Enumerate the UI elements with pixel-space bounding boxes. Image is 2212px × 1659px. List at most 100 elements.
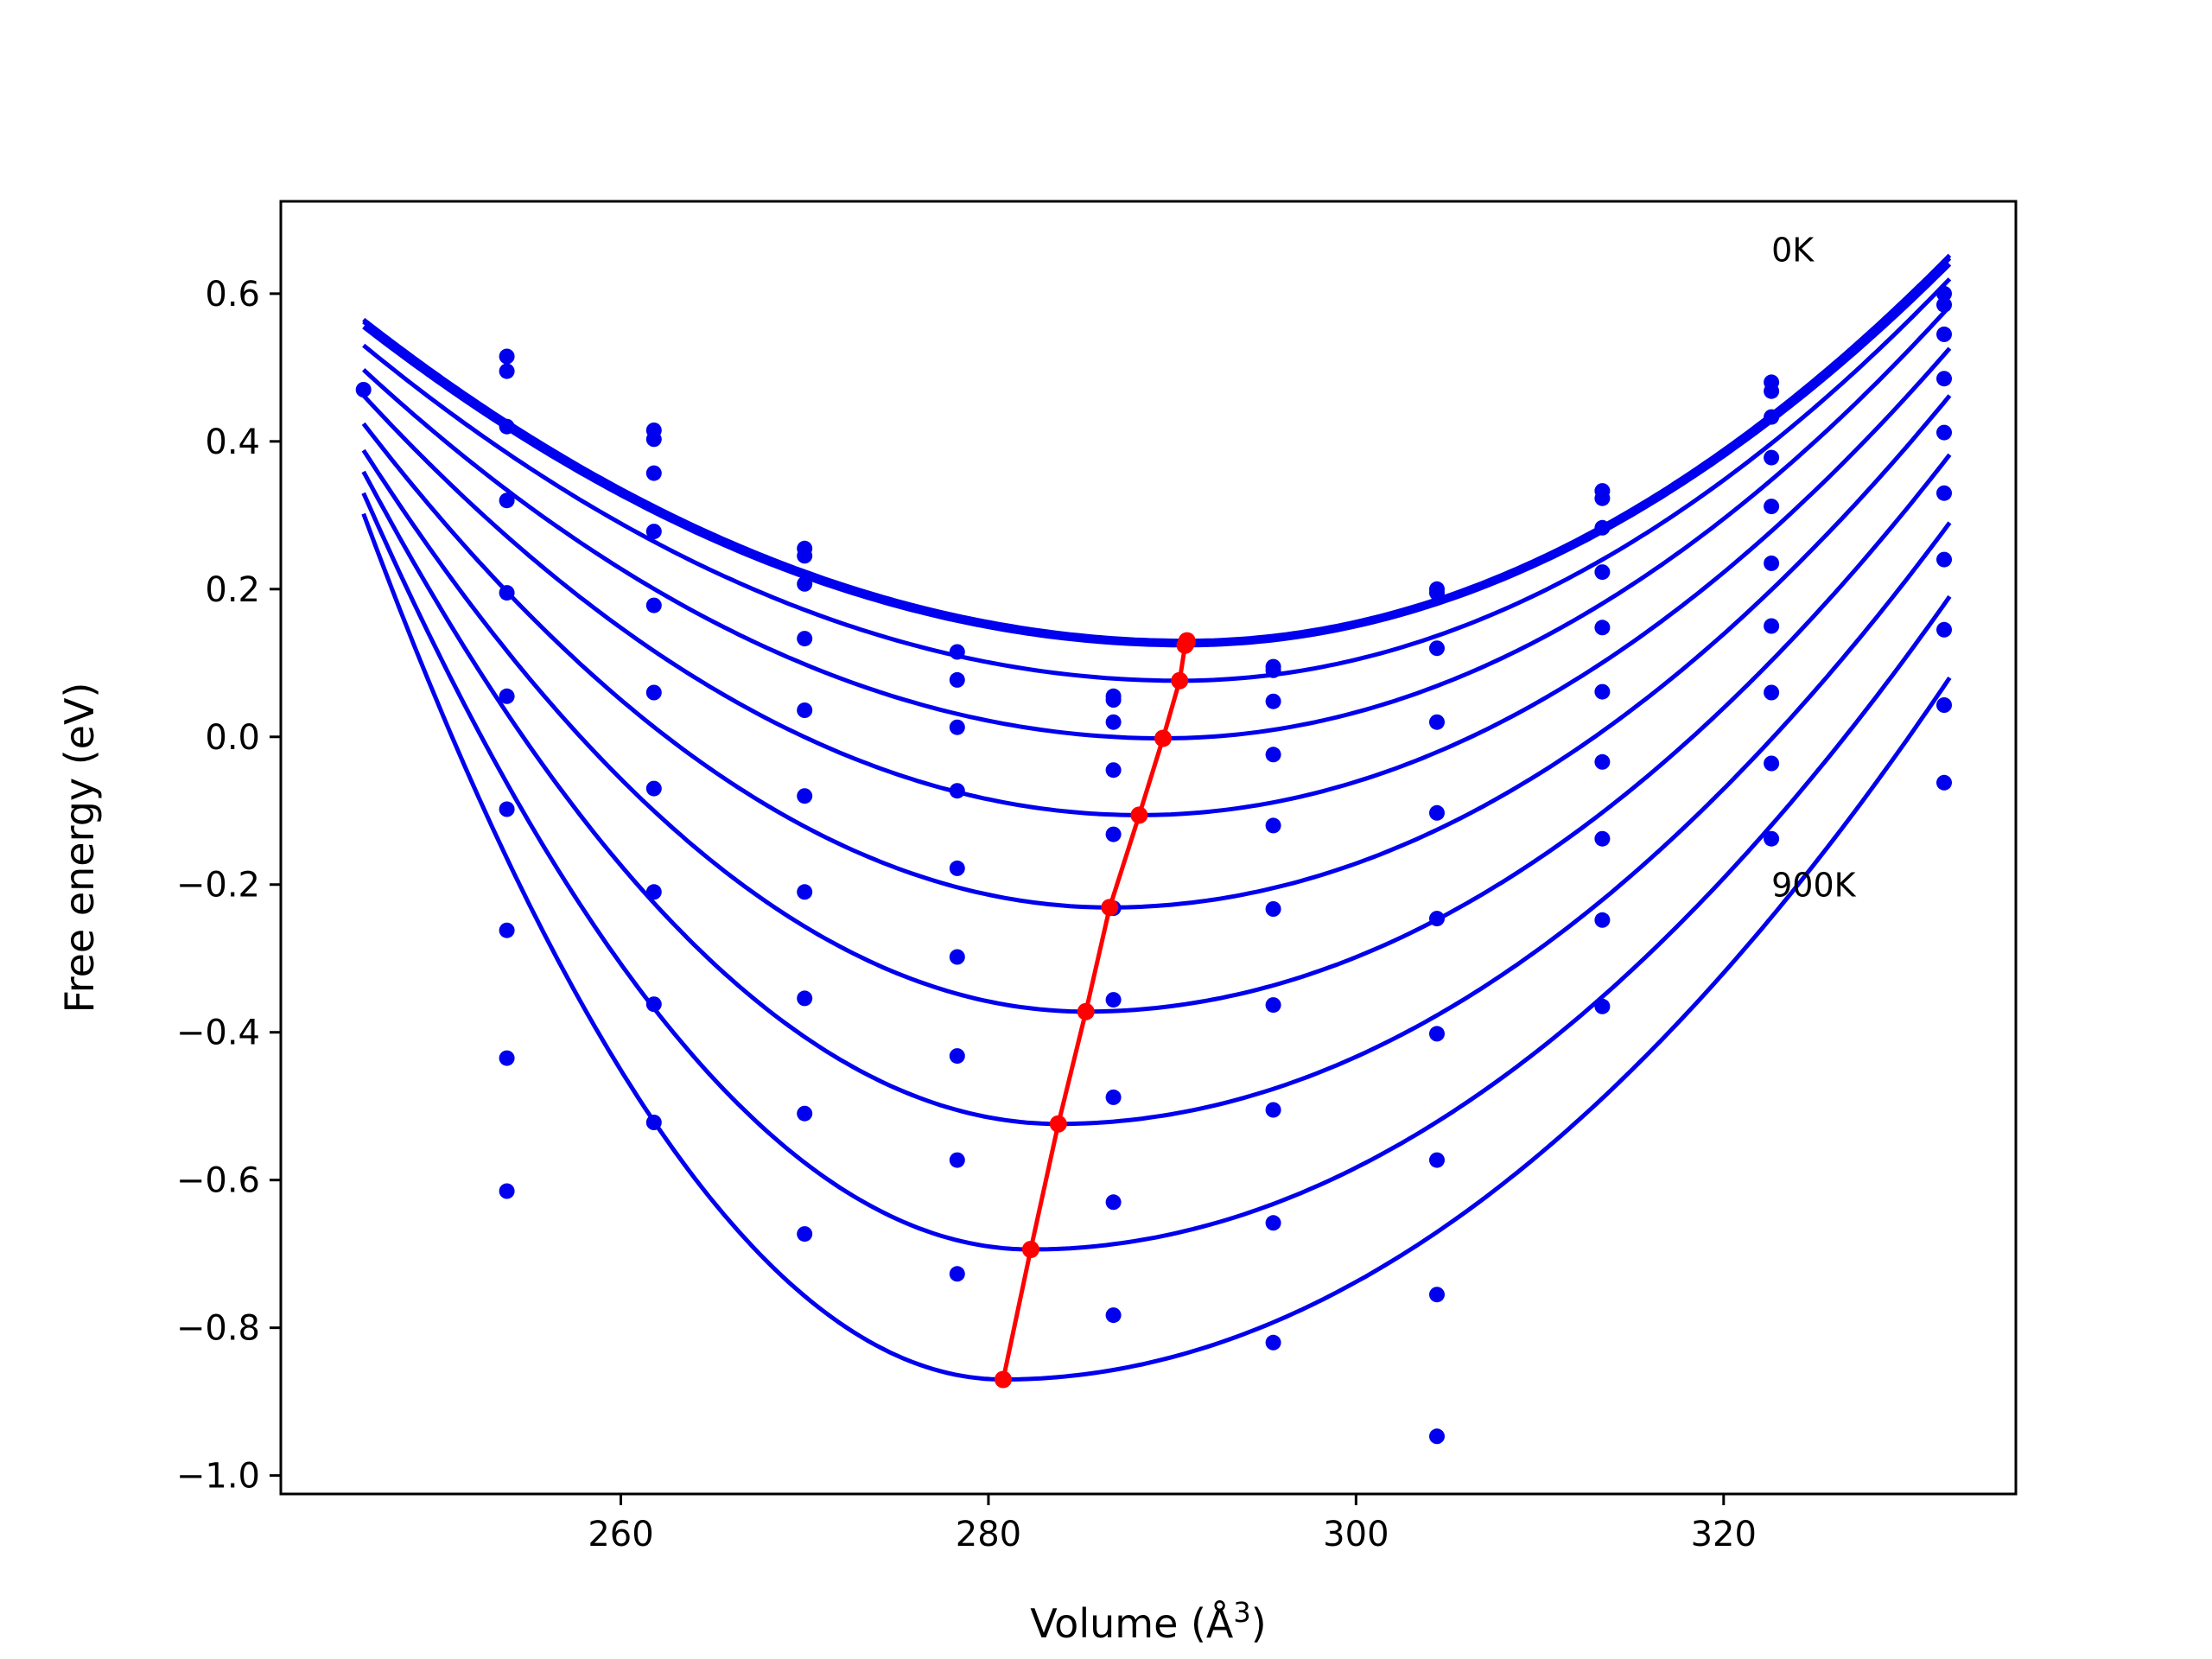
y-tick-label: 0.4 <box>205 423 260 462</box>
annotation-900k: 900K <box>1771 867 1857 905</box>
data-point-63 <box>1429 714 1445 730</box>
data-point-19 <box>645 996 662 1013</box>
data-point-9 <box>499 1050 515 1066</box>
data-point-27 <box>797 884 813 900</box>
minimum-point-3 <box>1171 671 1189 690</box>
data-point-84 <box>1764 499 1780 515</box>
data-point-20 <box>645 1115 662 1130</box>
data-point-44 <box>1105 826 1122 842</box>
data-point-23 <box>797 575 813 592</box>
data-point-92 <box>1936 326 1952 342</box>
data-point-12 <box>645 431 662 448</box>
data-point-82 <box>1764 409 1780 425</box>
points-layer <box>355 285 1952 1445</box>
free-energy-curve-2 <box>362 262 1952 648</box>
data-point-7 <box>499 801 515 817</box>
minimum-point-9 <box>1021 1241 1039 1258</box>
data-point-2 <box>499 363 515 379</box>
data-point-37 <box>949 1048 965 1065</box>
data-point-96 <box>1936 551 1952 568</box>
data-point-35 <box>949 860 965 876</box>
data-point-98 <box>1936 697 1952 713</box>
data-point-39 <box>949 1266 965 1282</box>
free-energy-curve-6 <box>361 394 1952 910</box>
plot-frame <box>279 200 2018 1496</box>
data-point-77 <box>1594 830 1611 847</box>
data-point-58 <box>1265 1215 1281 1231</box>
data-point-46 <box>1105 992 1122 1008</box>
data-point-47 <box>1105 1089 1122 1105</box>
data-point-5 <box>499 585 515 601</box>
y-tick-label: 0.0 <box>205 718 260 758</box>
data-point-26 <box>797 788 813 804</box>
data-point-86 <box>1764 618 1780 634</box>
data-point-51 <box>1265 662 1281 678</box>
data-point-48 <box>1105 1194 1122 1211</box>
data-point-31 <box>949 644 965 660</box>
data-point-33 <box>949 719 965 735</box>
x-axis-ticks: 260 280 300 320 <box>588 1494 1757 1554</box>
minimum-point-7 <box>1077 1002 1095 1020</box>
data-point-16 <box>645 684 662 701</box>
data-point-0 <box>355 382 372 397</box>
free-energy-curve-5 <box>361 346 1952 817</box>
data-point-89 <box>1764 830 1780 847</box>
data-point-54 <box>1265 817 1281 834</box>
minimum-path-layer <box>995 632 1196 1389</box>
free-energy-curve-8 <box>361 470 1952 1127</box>
minimum-point-5 <box>1130 806 1148 824</box>
data-point-13 <box>645 465 662 481</box>
data-point-17 <box>645 780 662 797</box>
y-tick-label: −0.6 <box>176 1161 260 1201</box>
data-point-87 <box>1764 684 1780 701</box>
free-energy-curve-9 <box>361 492 1952 1252</box>
minimum-point-4 <box>1154 729 1172 747</box>
data-point-30 <box>797 1226 813 1243</box>
y-tick-label: −0.8 <box>176 1309 260 1349</box>
data-point-93 <box>1936 371 1952 387</box>
x-tick-label: 260 <box>588 1515 653 1554</box>
data-point-1 <box>499 348 515 365</box>
data-point-61 <box>1429 585 1445 601</box>
free-energy-curve-10 <box>361 512 1952 1382</box>
x-axis-label: Volume (Å3) <box>1030 1596 1266 1647</box>
data-point-14 <box>645 524 662 540</box>
x-tick-label: 300 <box>1323 1515 1389 1554</box>
data-point-15 <box>645 597 662 613</box>
data-point-79 <box>1594 998 1611 1014</box>
data-point-75 <box>1594 683 1611 700</box>
data-point-66 <box>1429 1026 1445 1042</box>
annotation-0k: 0K <box>1771 232 1815 270</box>
free-energy-curve-7 <box>361 448 1952 1014</box>
data-point-62 <box>1429 640 1445 657</box>
y-tick-label: 0.6 <box>205 275 260 315</box>
data-point-28 <box>797 990 813 1007</box>
data-point-53 <box>1265 747 1281 763</box>
data-point-41 <box>1105 692 1122 708</box>
data-point-38 <box>949 1152 965 1168</box>
x-axis-label-superscript: 3 <box>1233 1596 1250 1629</box>
data-point-97 <box>1936 621 1952 638</box>
data-point-42 <box>1105 714 1122 730</box>
data-point-76 <box>1594 753 1611 770</box>
data-point-65 <box>1429 911 1445 927</box>
data-point-49 <box>1105 1307 1122 1324</box>
minimum-point-8 <box>1049 1115 1067 1133</box>
data-point-91 <box>1936 296 1952 313</box>
data-point-81 <box>1764 383 1780 399</box>
minimum-point-6 <box>1101 899 1119 917</box>
data-point-72 <box>1594 519 1611 536</box>
x-axis-label-main: Volume (Å <box>1030 1600 1234 1647</box>
data-point-43 <box>1105 762 1122 779</box>
y-axis-ticks: −1.0 −0.8 −0.6 −0.4 −0.2 0.0 0.2 0.4 0.6 <box>176 275 281 1497</box>
data-point-29 <box>797 1105 813 1122</box>
data-point-34 <box>949 783 965 799</box>
data-point-18 <box>645 884 662 900</box>
data-point-25 <box>797 702 813 718</box>
data-point-68 <box>1429 1287 1445 1303</box>
data-point-22 <box>797 548 813 564</box>
data-point-6 <box>499 688 515 704</box>
data-point-74 <box>1594 620 1611 636</box>
data-point-73 <box>1594 564 1611 581</box>
